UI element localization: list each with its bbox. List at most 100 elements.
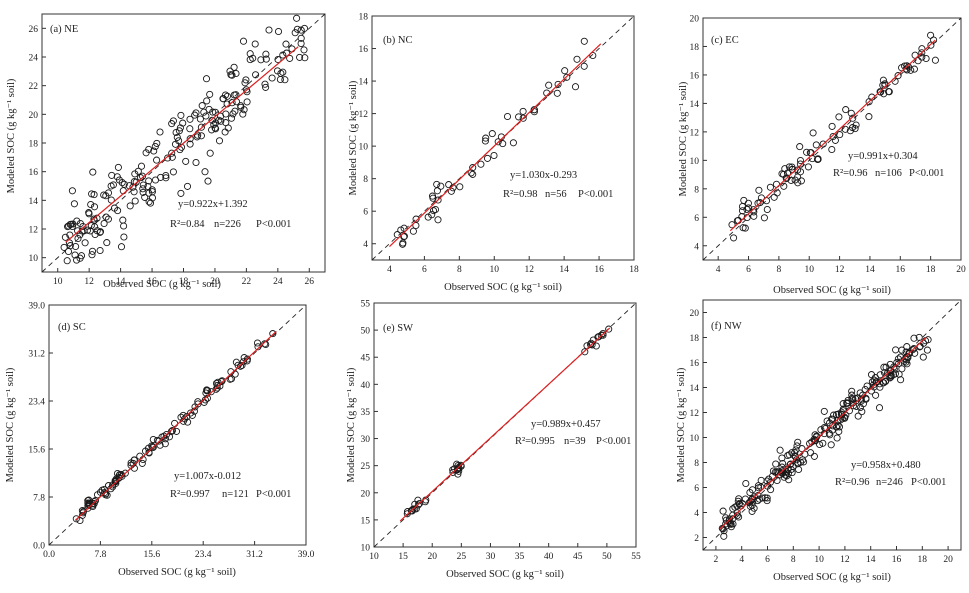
stat-n-nc: n=56 xyxy=(545,189,567,200)
data-point xyxy=(157,173,165,181)
y-tick-label: 6 xyxy=(694,214,699,224)
data-point xyxy=(114,163,122,171)
x-tick-label: 20 xyxy=(943,555,953,565)
data-point xyxy=(771,468,779,476)
y-tick-label: 22 xyxy=(29,82,39,92)
y-tick-label: 12 xyxy=(690,409,700,419)
data-point xyxy=(187,409,195,417)
data-point xyxy=(772,460,780,468)
data-point xyxy=(915,333,923,341)
data-point xyxy=(73,256,81,264)
data-point xyxy=(488,130,496,138)
data-point xyxy=(222,119,230,127)
stat-p-ec: P<0.001 xyxy=(909,168,944,179)
y-tick-label: 18 xyxy=(690,334,700,344)
stat-p-nw: P<0.001 xyxy=(911,477,946,488)
data-point xyxy=(215,137,224,145)
data-point xyxy=(221,128,229,136)
equation-nc: y=1.030x-0.293 xyxy=(510,170,577,181)
x-tick-label: 16 xyxy=(892,555,902,565)
data-point xyxy=(787,176,795,184)
axes-sw: 10 15 20 25 30 35 40 45 50 55 10 15 20 25 30 35 40 45 50 55 xyxy=(361,300,642,563)
data-point xyxy=(145,448,153,456)
plot-frame-nc xyxy=(371,15,635,261)
data-point xyxy=(113,173,121,181)
data-point xyxy=(131,170,139,178)
data-point xyxy=(78,511,86,519)
data-point xyxy=(447,187,455,195)
equation-ec: y=0.991x+0.304 xyxy=(848,151,918,162)
x-tick-label: 14 xyxy=(866,555,876,565)
stat-r2-sw: R²=0.995 xyxy=(515,436,555,447)
data-point xyxy=(898,365,906,373)
data-point xyxy=(137,162,146,170)
panel-sw: 10 15 20 25 30 35 40 45 50 55 10 15 20 25 30 35 40 45 50 55… xyxy=(346,300,641,581)
x-tick-label: 20 xyxy=(427,552,437,562)
plot-frame-sc xyxy=(48,304,307,546)
x-tick-label: 10 xyxy=(369,552,379,562)
stat-r2-ne: R²=0.84 xyxy=(170,219,205,230)
data-point xyxy=(744,199,752,207)
data-point xyxy=(181,415,189,423)
data-point xyxy=(83,226,92,234)
data-point xyxy=(483,154,492,162)
data-point xyxy=(138,172,147,180)
data-point xyxy=(279,68,287,76)
data-point xyxy=(835,113,843,121)
data-point xyxy=(787,460,795,468)
data-point xyxy=(896,353,905,361)
data-point xyxy=(763,494,771,502)
data-point xyxy=(131,197,139,205)
regression-line-sw xyxy=(399,327,611,522)
data-point xyxy=(160,432,168,440)
data-point xyxy=(268,74,276,82)
stat-p-sw: P<0.001 xyxy=(596,436,631,447)
x-tick-label: 50 xyxy=(602,552,612,562)
data-point xyxy=(829,422,837,430)
x-tick-label: 15.6 xyxy=(143,550,160,560)
data-point xyxy=(115,474,123,482)
x-tick-label: 6 xyxy=(765,555,770,565)
data-point xyxy=(788,163,796,171)
data-point xyxy=(910,345,918,353)
stat-p-ne: P<0.001 xyxy=(256,219,291,230)
data-point xyxy=(729,511,737,519)
data-point xyxy=(849,395,857,403)
y-tick-label: 15 xyxy=(361,516,371,526)
data-point xyxy=(203,97,211,105)
data-point xyxy=(186,140,194,148)
data-point xyxy=(832,423,841,431)
y-tick-label: 16 xyxy=(690,359,700,369)
points-ec xyxy=(702,17,962,261)
y-tick-label: 50 xyxy=(361,327,371,337)
data-point xyxy=(120,222,128,230)
panel-title-nw: (f) NW xyxy=(711,321,742,332)
data-point xyxy=(796,160,804,168)
data-point xyxy=(211,108,219,116)
data-point xyxy=(719,507,727,515)
panel-nc: 4 6 8 10 12 14 16 18 4 6 8 10 12 14 16 18 (b) NC y=1.03… xyxy=(348,13,639,294)
data-point xyxy=(796,156,805,165)
data-point xyxy=(903,62,911,70)
data-point xyxy=(138,459,146,467)
data-point xyxy=(100,191,108,199)
data-point xyxy=(70,200,78,208)
data-point xyxy=(193,133,201,141)
data-point xyxy=(848,394,856,402)
data-point xyxy=(104,215,112,223)
data-point xyxy=(183,413,191,421)
data-point xyxy=(261,340,269,348)
data-point xyxy=(437,182,445,190)
points-nw xyxy=(702,299,962,551)
data-point xyxy=(811,437,820,445)
x-tick-label: 14 xyxy=(865,265,875,275)
panel-sc: 0.0 7.8 15.6 23.4 31.2 39.0 0.0 7.8 15.6 23.4 31.2… xyxy=(5,302,315,579)
data-point xyxy=(223,92,231,100)
data-point xyxy=(120,233,128,241)
data-point xyxy=(412,215,420,223)
data-point xyxy=(828,415,836,423)
data-point xyxy=(778,170,786,178)
data-point xyxy=(72,242,80,251)
y-tick-label: 8 xyxy=(694,459,699,469)
data-point xyxy=(786,461,794,469)
